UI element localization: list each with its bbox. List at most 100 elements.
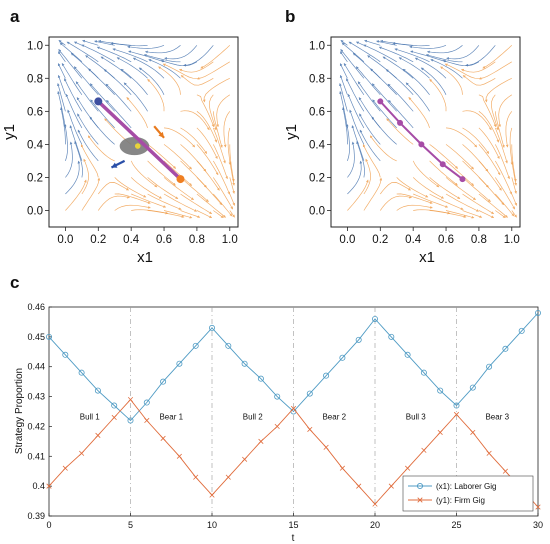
data-point bbox=[535, 504, 541, 510]
x-tick-label: 25 bbox=[451, 520, 461, 530]
stream-line bbox=[396, 204, 433, 211]
stream-line bbox=[147, 160, 176, 186]
stream-line bbox=[462, 110, 492, 131]
stream-line bbox=[130, 160, 158, 188]
data-point bbox=[225, 342, 232, 349]
panel-label-a: a bbox=[10, 7, 20, 26]
stream-line bbox=[444, 63, 479, 79]
stream-line bbox=[223, 111, 231, 148]
y-tick-label: 0.46 bbox=[27, 302, 45, 312]
stream-line bbox=[180, 193, 213, 215]
stream-line bbox=[65, 141, 73, 178]
stream-line bbox=[163, 177, 194, 200]
y-tick-label: 1.0 bbox=[309, 40, 325, 52]
panel-b-streamplot: b 0.0 0.2 0.4 0.6 0.8 1.0 0.0 0.2 0.4 0.6 0.8 1.0 x… bbox=[283, 7, 521, 266]
stream-line bbox=[394, 48, 430, 63]
stream-line bbox=[495, 177, 516, 210]
stream-line bbox=[180, 177, 209, 203]
panel-b-overlay bbox=[377, 98, 466, 183]
data-point bbox=[388, 483, 394, 489]
stream-line bbox=[200, 45, 231, 69]
data-point bbox=[46, 483, 52, 489]
stream-line bbox=[351, 125, 365, 162]
stream-line bbox=[363, 177, 383, 211]
stream-line bbox=[382, 56, 414, 79]
data-point bbox=[209, 492, 215, 498]
y-tick-label: 0.6 bbox=[27, 106, 43, 118]
data-point bbox=[486, 450, 492, 456]
stream-line bbox=[164, 45, 198, 60]
legend-marker-circle bbox=[416, 482, 424, 490]
stream-line bbox=[398, 57, 430, 79]
data-point bbox=[290, 405, 297, 412]
data-point bbox=[518, 327, 525, 334]
stream-line bbox=[429, 193, 464, 210]
stream-line bbox=[158, 66, 181, 95]
panel-b-y-axis-title: y1 bbox=[283, 124, 300, 140]
data-point bbox=[143, 399, 150, 406]
stream-line bbox=[402, 68, 430, 96]
data-point bbox=[78, 369, 85, 376]
stream-line bbox=[81, 177, 101, 211]
legend-label-firm-gig: (y1): Firm Gig bbox=[436, 496, 485, 505]
stream-line bbox=[380, 182, 412, 195]
y-tick-label: 0.44 bbox=[27, 362, 45, 372]
stream-line bbox=[494, 111, 505, 148]
data-point bbox=[307, 426, 313, 432]
stream-line bbox=[429, 144, 459, 169]
x-tick-label: 0 bbox=[46, 520, 51, 530]
stream-line bbox=[65, 160, 81, 195]
stream-line bbox=[61, 62, 83, 95]
data-point bbox=[257, 375, 264, 382]
stream-line bbox=[494, 127, 508, 164]
data-point bbox=[274, 393, 281, 400]
data-point bbox=[176, 453, 182, 459]
stream-line bbox=[212, 127, 226, 164]
stream-line bbox=[357, 81, 381, 112]
stream-line bbox=[355, 41, 365, 46]
stream-line bbox=[77, 129, 99, 162]
stream-line bbox=[378, 46, 414, 63]
stream-line bbox=[229, 193, 235, 206]
data-point bbox=[453, 411, 460, 418]
stream-line bbox=[371, 83, 397, 112]
data-point bbox=[176, 360, 183, 367]
data-point bbox=[405, 465, 411, 471]
panel-label-b: b bbox=[285, 7, 295, 26]
stream-line bbox=[339, 90, 348, 128]
stream-line bbox=[163, 127, 196, 148]
stream-line bbox=[57, 90, 66, 128]
stream-line bbox=[495, 210, 506, 218]
stream-line bbox=[462, 75, 496, 86]
x-tick-label: 30 bbox=[533, 520, 543, 530]
data-point bbox=[535, 309, 542, 316]
stream-line bbox=[505, 111, 513, 148]
stream-line bbox=[180, 210, 201, 218]
legend-label-laborer-gig: (x1): Laborer Gig bbox=[436, 482, 496, 491]
y-tick-label: 0.8 bbox=[27, 73, 43, 85]
start-point bbox=[94, 97, 103, 106]
data-point bbox=[127, 396, 134, 403]
stream-line bbox=[57, 63, 66, 79]
data-point bbox=[193, 474, 199, 480]
data-point bbox=[62, 351, 69, 358]
stream-line bbox=[339, 74, 348, 95]
x-tick-label: 0.4 bbox=[123, 234, 140, 246]
stream-line bbox=[103, 69, 132, 96]
trajectory-point bbox=[377, 98, 384, 105]
stream-line bbox=[498, 94, 512, 128]
panel-a-ticks: 0.0 0.2 0.4 0.6 0.8 1.0 0.0 0.2 0.4 0.6 0.8 1.0 bbox=[27, 40, 238, 246]
stream-line bbox=[429, 78, 447, 112]
stream-line bbox=[385, 69, 414, 96]
stream-line bbox=[370, 68, 397, 96]
stream-line bbox=[446, 45, 480, 60]
stream-line bbox=[494, 160, 513, 195]
stream-line bbox=[77, 113, 99, 145]
stream-line bbox=[126, 97, 148, 129]
stream-line bbox=[63, 123, 68, 162]
data-point bbox=[323, 444, 329, 450]
y-tick-label: 0.6 bbox=[309, 106, 325, 118]
data-point bbox=[502, 345, 509, 352]
panel-c-line-chart: c Bull 1 Bear 1 Bull 2 Bear 2 Bull 3 Bear 3 0… bbox=[10, 273, 543, 544]
